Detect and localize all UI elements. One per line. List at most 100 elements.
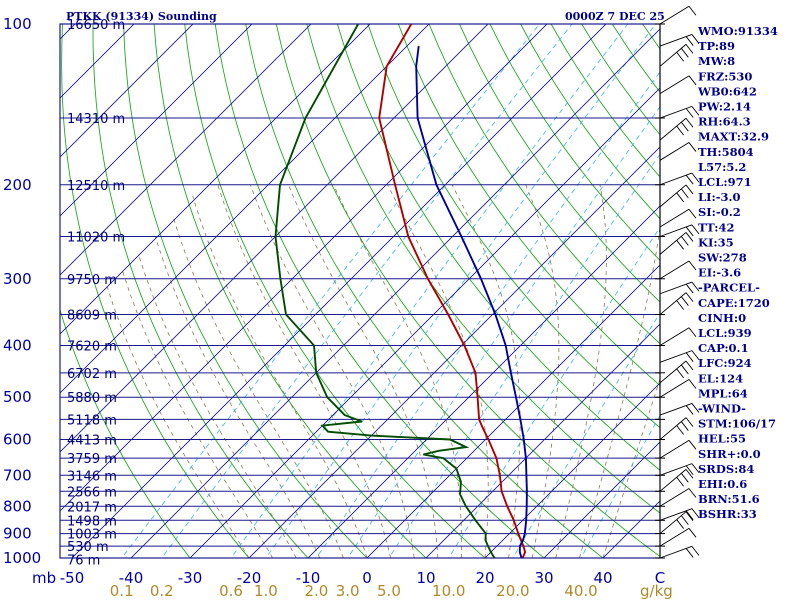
height-label: 12510 m xyxy=(67,179,125,194)
isotherm xyxy=(189,87,660,558)
wind-barb-feather xyxy=(676,368,684,379)
wind-barb-shaft xyxy=(659,403,693,416)
wind-barb xyxy=(659,508,700,521)
dry-adiabat xyxy=(60,308,191,558)
wind-barb-shaft xyxy=(659,281,693,295)
pressure-label: 1000 xyxy=(3,549,41,567)
dry-adiabat xyxy=(184,24,486,558)
height-label: 7620 m xyxy=(67,340,117,355)
wind-barb xyxy=(659,360,694,384)
height-label: 3146 m xyxy=(67,469,117,484)
wind-barb-feather xyxy=(676,300,684,310)
wind-barb-shaft xyxy=(659,417,687,440)
wind-barb-feather xyxy=(680,296,689,306)
index-line: WB0:642 xyxy=(697,84,757,98)
wind-barb-shaft xyxy=(659,44,687,67)
wind-barb-feather xyxy=(688,528,697,538)
moist-adiabat xyxy=(387,184,489,558)
wind-barb xyxy=(659,327,697,346)
index-line: LFC:924 xyxy=(698,356,752,370)
wind-barb xyxy=(659,379,697,398)
sounding-trace xyxy=(378,24,527,558)
height-label: 8609 m xyxy=(67,309,117,324)
wind-barb xyxy=(659,350,700,363)
isotherm xyxy=(60,24,312,276)
wind-barb-feather xyxy=(685,292,694,302)
index-line: TH:5804 xyxy=(698,145,754,159)
isotherm xyxy=(307,205,660,558)
wind-barb-shaft xyxy=(659,5,690,25)
wind-barb-feather xyxy=(676,125,684,136)
dry-adiabat xyxy=(795,24,800,569)
moist-adiabat xyxy=(555,184,607,558)
index-line: LI:-3.0 xyxy=(698,190,741,204)
moist-adiabat xyxy=(602,377,660,558)
wind-barb xyxy=(659,488,697,507)
isotherm xyxy=(60,24,489,453)
wind-barb-shaft xyxy=(659,350,693,363)
wind-barb-feather xyxy=(688,5,697,16)
wind-barb xyxy=(659,75,697,94)
isotherm xyxy=(60,24,194,158)
wind-barb-shaft xyxy=(659,439,690,459)
mixing-ratio-tick-label: 10.0 xyxy=(432,582,465,600)
mixing-ratio-tick-label: 0.2 xyxy=(150,582,174,600)
wind-barb-feather xyxy=(685,510,694,521)
dry-adiabat xyxy=(367,24,660,429)
index-line: SRDS:84 xyxy=(698,462,754,476)
isotherm xyxy=(484,382,660,558)
wind-barb-feather xyxy=(680,364,689,375)
pressure-label: 500 xyxy=(3,388,32,406)
wind-barb-feather xyxy=(685,174,694,185)
wind-barb-feather xyxy=(685,405,694,415)
temperature-tick-label: -40 xyxy=(119,569,144,587)
wind-barb-shaft xyxy=(659,34,693,47)
mixing-ratio-line xyxy=(388,153,660,558)
moist-adiabat xyxy=(579,224,660,558)
wind-barb-feather xyxy=(688,440,697,450)
chart-time: 0000Z 7 DEC 25 xyxy=(565,10,665,23)
wind-barb-feather xyxy=(685,108,694,118)
mixing-ratio-tick-label: 1.0 xyxy=(254,582,278,600)
isotherm xyxy=(0,12,28,569)
wind-barb xyxy=(659,545,700,559)
wind-barb-feather xyxy=(691,463,700,473)
plot-frame xyxy=(59,23,661,559)
moist-adiabat xyxy=(138,254,297,558)
index-line: LCL:971 xyxy=(698,175,752,189)
temperature-unit-label: C xyxy=(655,569,665,587)
wind-barb xyxy=(659,232,694,255)
wind-barb xyxy=(659,527,697,547)
index-line: EHI:0.6 xyxy=(698,477,747,491)
index-line: CAPE:1720 xyxy=(698,296,770,310)
height-label: 1003 m xyxy=(67,528,117,543)
pressure-label: 900 xyxy=(3,525,32,543)
wind-barb-feather xyxy=(691,403,700,413)
isotherm xyxy=(425,323,660,558)
wind-barb-feather xyxy=(691,281,700,292)
wind-barb xyxy=(659,172,700,186)
wind-barb-feather xyxy=(688,208,697,219)
chart-title: PTKK (91334) Sounding xyxy=(66,10,217,23)
mixing-ratio-tick-label: 40.0 xyxy=(564,582,597,600)
dry-adiabat xyxy=(397,24,660,387)
mixing-ratio-tick-label: 3.0 xyxy=(336,582,360,600)
height-label: 5880 m xyxy=(67,391,117,406)
dry-adiabat xyxy=(489,24,660,261)
wind-barb-feather xyxy=(676,192,684,203)
wind-barb-feather xyxy=(680,515,689,525)
dry-adiabat xyxy=(459,24,660,303)
mixing-ratio-tick-label: 2.0 xyxy=(304,582,328,600)
wind-barb-feather xyxy=(688,75,697,86)
wind-barb-feather xyxy=(685,511,694,521)
pressure-label: 100 xyxy=(3,15,32,33)
isotherm xyxy=(602,500,660,558)
dry-adiabat xyxy=(123,24,368,558)
temperature-tick-label: 30 xyxy=(534,569,553,587)
wind-barb xyxy=(659,417,694,440)
mixing-ratio-line xyxy=(347,106,660,558)
wind-barb-feather xyxy=(685,465,694,475)
mixing-ratio-unit-label: g/kg xyxy=(640,582,673,600)
wind-barb-shaft xyxy=(659,292,687,315)
wind-barb-shaft xyxy=(659,527,690,547)
